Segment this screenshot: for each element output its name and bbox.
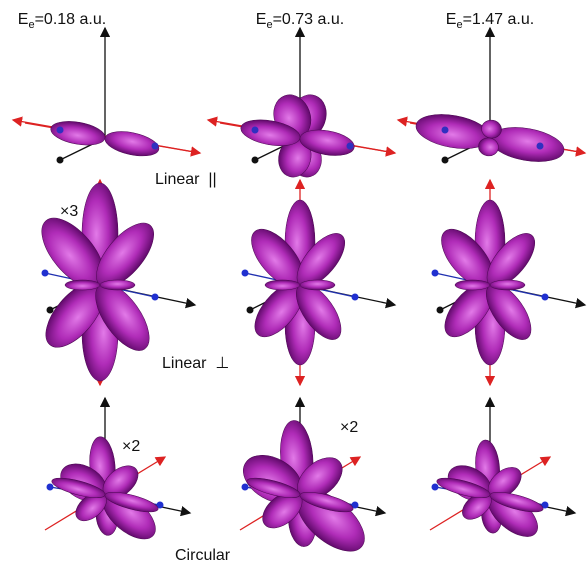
row-label: Linear ⊥ (162, 355, 229, 372)
lobe (100, 280, 135, 290)
lobe (300, 280, 335, 290)
axis-ball (537, 143, 544, 150)
axis-ball (247, 307, 254, 314)
lobe (265, 280, 300, 290)
axis-ball (57, 157, 64, 164)
lobe (49, 118, 107, 149)
column-header: Ee=0.18 a.u. (18, 11, 106, 31)
axis-ball (47, 307, 54, 314)
axis-ball (152, 294, 159, 301)
axis-ball (442, 127, 449, 134)
axis-ball (242, 270, 249, 277)
scale-annotation: ×3 (60, 203, 78, 220)
axis-ball (352, 294, 359, 301)
axis-ball (47, 484, 54, 491)
row-label: Circular (175, 547, 231, 564)
axis-ball (437, 307, 444, 314)
axis-ball (252, 127, 259, 134)
lobe-plots (13, 28, 585, 563)
lobe (103, 127, 161, 160)
axis-ball (42, 270, 49, 277)
lobe (455, 280, 490, 290)
figure: Ee=0.18 a.u. Ee=0.73 a.u. Ee=1.47 a.u. L… (0, 0, 588, 573)
axis-ball (252, 157, 259, 164)
axis-ball (442, 157, 449, 164)
lobe (65, 280, 100, 290)
lobe (490, 280, 525, 290)
scale-annotation: ×2 (122, 438, 140, 455)
axis-ball (432, 270, 439, 277)
axis-ball (57, 127, 64, 134)
scale-annotation: ×2 (340, 419, 358, 436)
axis-ball (432, 484, 439, 491)
axis-ball (347, 143, 354, 150)
axis-ball (542, 294, 549, 301)
axis-ball (152, 143, 159, 150)
axis-ball (242, 484, 249, 491)
row-label: Linear || (155, 171, 217, 188)
